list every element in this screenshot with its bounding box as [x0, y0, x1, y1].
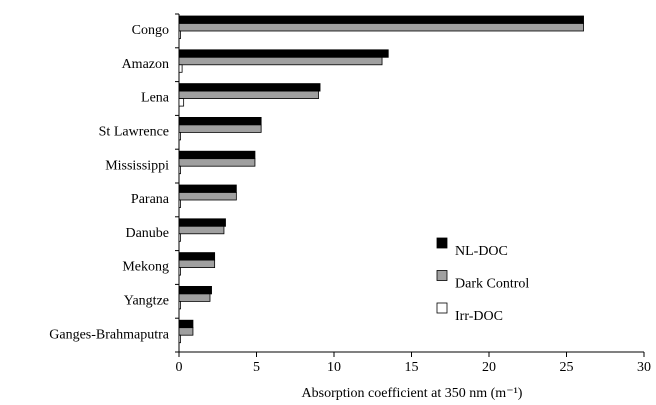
x-axis-label: Absorption coefficient at 350 nm (m⁻¹): [302, 386, 523, 401]
bar: [178, 30, 181, 39]
y-tick-label: Mississippi: [105, 158, 169, 173]
legend-label: NL-DOC: [455, 244, 508, 259]
bar: [178, 334, 181, 344]
x-tick-label: 25: [560, 360, 574, 375]
y-tick-label: Danube: [125, 226, 169, 241]
bar: [178, 300, 181, 310]
x-tick-label: 15: [405, 360, 419, 375]
x-tick-label: 20: [482, 360, 496, 375]
bar: [178, 233, 181, 242]
bar: [178, 117, 262, 126]
bar: [178, 150, 256, 160]
legend-swatch: [436, 270, 448, 281]
legend-label: Dark Control: [455, 277, 529, 292]
x-tick-label: 5: [253, 360, 260, 375]
bar: [178, 15, 584, 24]
bar: [178, 319, 194, 329]
bar: [178, 199, 181, 208]
bar: [178, 259, 216, 269]
y-tick-label: Lena: [141, 91, 170, 106]
y-tick-label: Yangtze: [124, 294, 169, 309]
bar: [178, 98, 185, 107]
bar: [178, 184, 237, 193]
x-tick-label: 0: [176, 360, 183, 375]
x-tick-label: 30: [637, 360, 651, 375]
bar: [178, 192, 237, 201]
bar: [178, 158, 256, 167]
y-tick-label: Amazon: [122, 57, 169, 72]
bar: [178, 64, 183, 73]
bar: [178, 56, 383, 66]
bar: [178, 293, 211, 302]
x-tick-label: 10: [327, 360, 341, 375]
y-tick-label: Parana: [131, 192, 170, 207]
bar: [178, 90, 319, 99]
bar: [178, 124, 262, 133]
bar: [178, 252, 216, 261]
bar: [178, 285, 212, 295]
bar: [178, 267, 181, 276]
bar: [178, 218, 226, 227]
bar: [178, 49, 389, 58]
bar: [178, 83, 321, 92]
bar: [178, 165, 181, 175]
y-tick-label: Congo: [132, 23, 169, 38]
legend-label: Irr-DOC: [455, 309, 503, 324]
bar: [178, 131, 181, 141]
legend-swatch: [436, 302, 448, 314]
bar: [178, 327, 194, 336]
y-tick-label: St Lawrence: [99, 125, 169, 140]
legend-swatch: [436, 237, 448, 249]
bar: [178, 225, 225, 235]
y-tick-label: Mekong: [122, 260, 169, 275]
y-tick-label: Ganges-Brahmaputra: [49, 327, 170, 342]
bar: [178, 23, 584, 32]
